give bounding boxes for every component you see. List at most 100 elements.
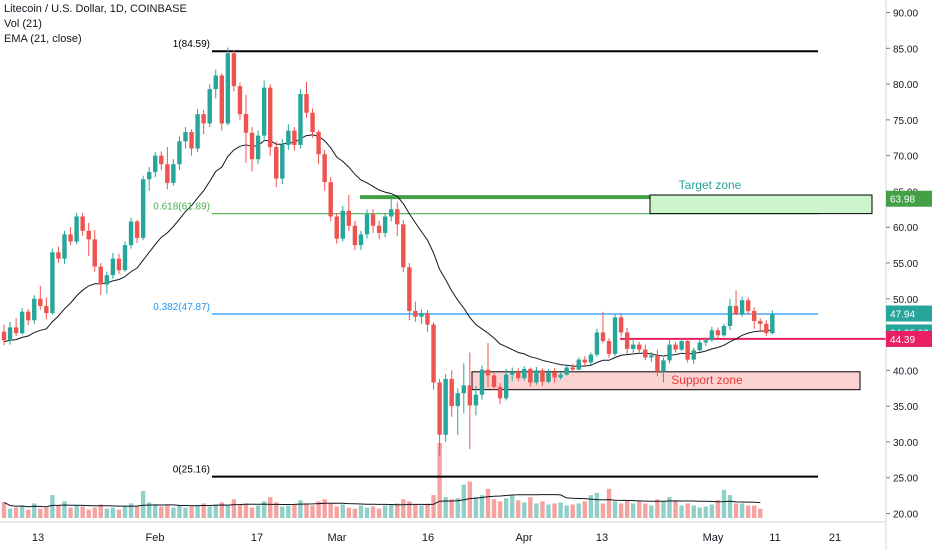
candle-body <box>758 320 763 324</box>
volume-bar <box>80 506 85 518</box>
candle-body <box>116 258 122 271</box>
candle-body <box>497 386 503 399</box>
volume-bar <box>298 500 303 518</box>
volume-bar <box>92 507 97 518</box>
volume-bar <box>286 505 291 518</box>
candle-body <box>382 216 388 233</box>
volume-bar <box>177 505 182 518</box>
price-tag <box>886 305 932 322</box>
volume-bar <box>624 500 630 518</box>
candle-body <box>322 154 327 183</box>
candle-body <box>104 275 110 285</box>
volume-bar <box>322 499 327 518</box>
time-tick-label: May <box>703 532 724 544</box>
candle-body <box>280 144 285 179</box>
candle-body <box>764 323 769 334</box>
fib-level-label: 0.382(47.87) <box>153 302 210 313</box>
candle-body <box>443 378 448 435</box>
volume-bar <box>407 501 412 518</box>
volume-bar <box>213 504 218 518</box>
candle-body <box>612 317 618 354</box>
candle-body <box>171 164 176 183</box>
price-tag-label: 47.94 <box>890 310 915 321</box>
candle-body <box>213 75 218 90</box>
candle-body <box>370 214 376 226</box>
candle-body <box>225 53 231 124</box>
candle-body <box>540 370 545 382</box>
volume-bar <box>261 501 267 518</box>
candle-body <box>491 375 497 387</box>
candle-body <box>594 332 600 355</box>
volume-bar <box>98 504 103 518</box>
candle-body <box>7 327 13 341</box>
candle-body <box>219 75 224 124</box>
volume-bar <box>540 501 545 518</box>
time-tick-label: 16 <box>422 532 434 544</box>
candle-body <box>697 342 702 351</box>
candle-body <box>733 305 739 315</box>
volume-bar <box>522 502 527 518</box>
candle-body <box>461 385 466 394</box>
candle-body <box>437 382 442 435</box>
target-zone <box>649 194 873 215</box>
candle-body <box>165 164 170 183</box>
candle-body <box>86 230 91 240</box>
volume-bar <box>268 497 273 518</box>
price-tick-label: 25.00 <box>893 474 918 485</box>
candle-body <box>68 234 73 242</box>
candle-body <box>183 132 188 142</box>
volume-bar <box>576 503 581 518</box>
volume-bar <box>449 499 454 518</box>
volume-bar <box>485 488 491 518</box>
volume-bar <box>358 505 364 518</box>
ema-indicator-label[interactable]: EMA (21, close) <box>4 33 82 45</box>
volume-bar <box>19 505 25 518</box>
candle-body <box>631 344 636 349</box>
candle-body <box>1 331 7 341</box>
volume-bar <box>437 443 442 518</box>
volume-bar <box>516 500 521 518</box>
volume-bar <box>709 504 715 518</box>
candle-body <box>558 374 563 378</box>
candle-body <box>231 53 237 87</box>
symbol-title[interactable]: Litecoin / U.S. Dollar, 1D, COINBASE <box>4 3 187 15</box>
candle-body <box>600 332 606 342</box>
candle-body <box>352 225 358 246</box>
candle-body <box>268 87 273 148</box>
price-tick-label: 90.00 <box>893 9 918 20</box>
volume-bar <box>467 481 473 518</box>
candle-body <box>473 394 479 406</box>
volume-bar <box>50 495 55 518</box>
volume-bar <box>395 503 400 518</box>
candle-body <box>503 374 509 399</box>
candle-body <box>413 310 418 317</box>
volume-bar <box>195 505 200 518</box>
price-tick-label: 35.00 <box>893 402 918 413</box>
candle-body <box>510 371 515 375</box>
candle-body <box>661 360 666 372</box>
candle-body <box>316 132 321 155</box>
candle-body <box>32 298 37 321</box>
volume-bar <box>479 495 485 518</box>
volume-bar <box>637 501 642 518</box>
volume-bar <box>721 489 727 518</box>
volume-bar <box>510 495 515 518</box>
candle-body <box>606 341 612 354</box>
volume-indicator-label[interactable]: Vol (21) <box>4 18 42 30</box>
volume-bar <box>243 503 249 518</box>
volume-bar <box>86 509 91 518</box>
volume-bar <box>44 507 49 518</box>
candle-body <box>770 313 775 334</box>
price-tick-label: 80.00 <box>893 80 918 91</box>
volume-bar <box>26 509 31 518</box>
volume-bar <box>679 505 684 518</box>
volume-bar <box>491 499 497 518</box>
volume-bar <box>497 501 503 518</box>
volume-bar <box>425 503 430 518</box>
candle-body <box>643 349 648 358</box>
price-tag-label: 63.98 <box>890 195 915 206</box>
volume-bar <box>382 505 388 518</box>
candle-body <box>274 147 279 179</box>
